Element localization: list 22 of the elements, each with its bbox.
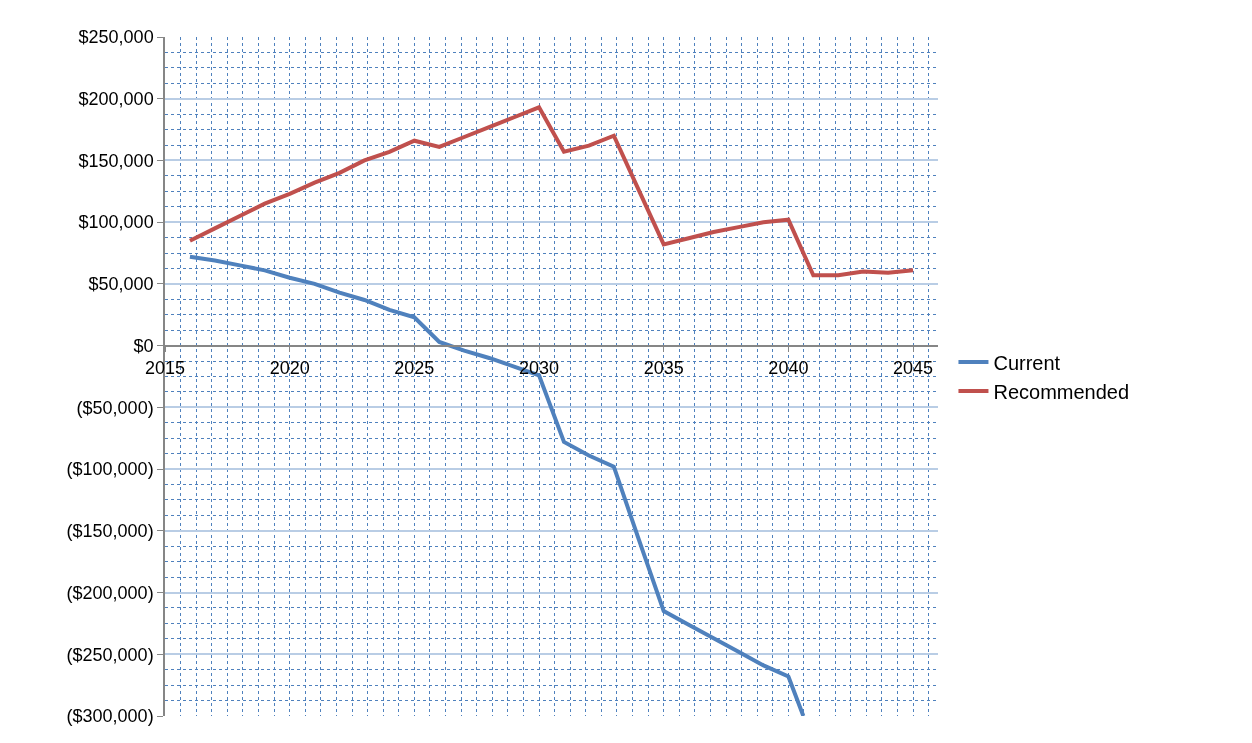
y-tick-label: ($100,000) <box>66 459 154 480</box>
x-tick-label: 2015 <box>144 357 186 378</box>
x-tick-label: 2030 <box>519 357 560 378</box>
y-tick-label: $50,000 <box>88 274 154 295</box>
legend-label: Recommended <box>993 380 1130 403</box>
y-tick-label: $150,000 <box>78 150 154 171</box>
y-tick-label: $0 <box>133 335 154 356</box>
legend-label: Current <box>993 351 1061 374</box>
x-tick-label: 2025 <box>394 357 435 378</box>
y-tick-label: ($200,000) <box>66 582 154 603</box>
y-tick-label: $100,000 <box>78 212 154 233</box>
x-tick-label: 2045 <box>893 357 934 378</box>
y-tick-label: $200,000 <box>78 89 154 110</box>
y-tick-label: ($250,000) <box>66 644 154 665</box>
line-series <box>187 105 916 278</box>
y-tick-label: ($300,000) <box>66 706 154 727</box>
y-tick-label: ($150,000) <box>66 521 154 542</box>
x-tick-label: 2035 <box>643 357 684 378</box>
x-tick-label: 2020 <box>269 357 310 378</box>
y-tick-label: ($50,000) <box>76 397 154 418</box>
x-tick-label: 2040 <box>768 357 809 378</box>
y-tick-label: $250,000 <box>78 27 154 48</box>
